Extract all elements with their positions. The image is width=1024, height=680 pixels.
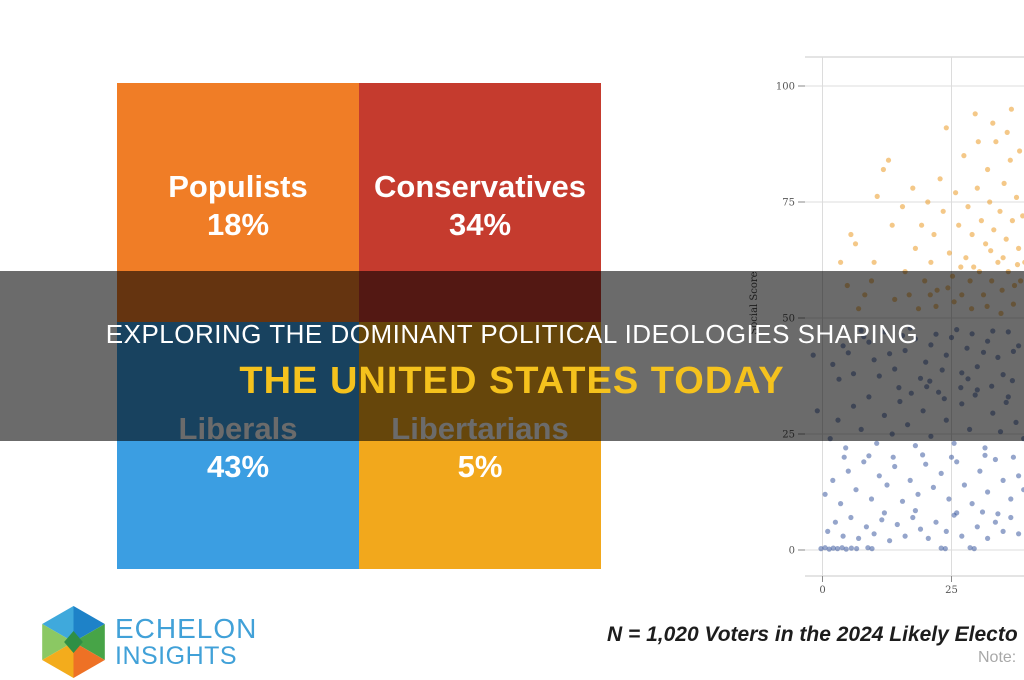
svg-text:100: 100 <box>776 82 795 93</box>
quadrant-value: 18% <box>206 207 270 242</box>
quadrant-value: 5% <box>457 449 503 484</box>
svg-text:25: 25 <box>945 585 958 596</box>
headline-line-2: THE UNITED STATES TODAY <box>239 360 785 402</box>
echelon-cube-icon <box>42 606 105 678</box>
headline-line-1: EXPLORING THE DOMINANT POLITICAL IDEOLOG… <box>105 319 919 349</box>
note-label: Note: <box>978 649 1017 666</box>
quadrant-value: 34% <box>448 207 512 242</box>
quadrant-name: Populists <box>168 169 308 204</box>
quadrant-label-block: Populists 18% <box>117 168 359 244</box>
banner-overlay <box>0 271 1024 441</box>
svg-text:0: 0 <box>789 546 795 557</box>
echelon-insights-logo: ECHELON INSIGHTS <box>42 606 257 678</box>
quadrant-label-block: Conservatives 34% <box>359 168 601 244</box>
svg-text:0: 0 <box>819 585 825 596</box>
quadrant-value: 43% <box>206 449 270 484</box>
svg-text:75: 75 <box>782 198 795 209</box>
quadrant-name: Conservatives <box>374 169 586 204</box>
logo-echelon-text: ECHELON <box>115 613 258 644</box>
sample-size-note: N = 1,020 Voters in the 2024 Likely Elec… <box>607 623 1018 646</box>
logo-insights-text: INSIGHTS <box>115 642 238 670</box>
logo-wordmark: ECHELON INSIGHTS <box>115 613 258 670</box>
